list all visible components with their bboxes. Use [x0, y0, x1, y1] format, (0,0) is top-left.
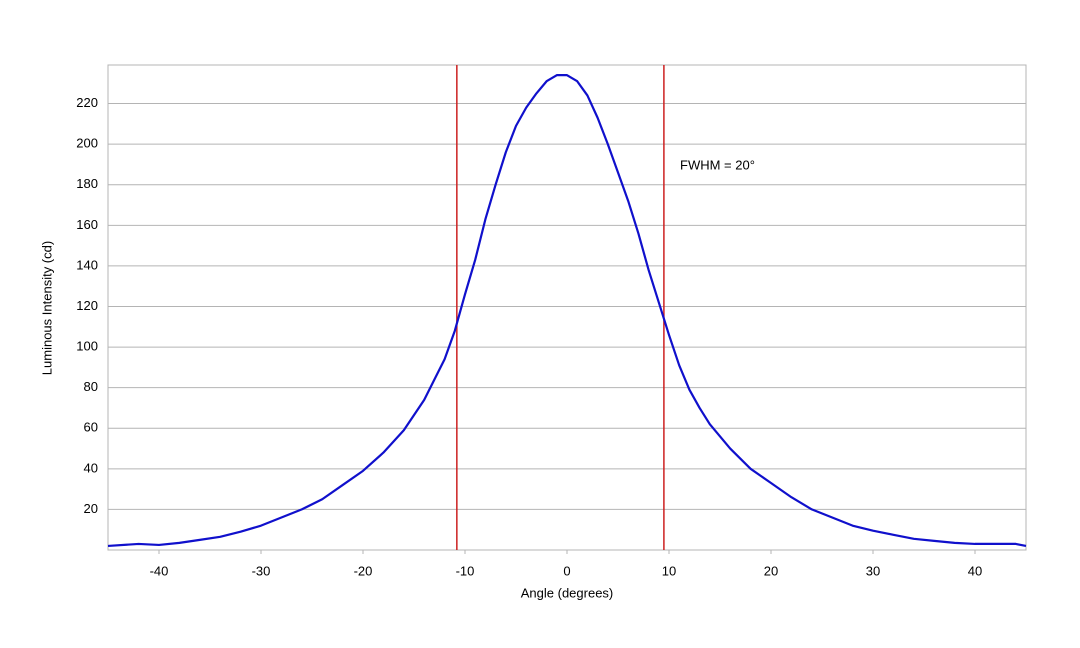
annotation: FWHM = 20° — [680, 157, 755, 172]
x-tick-label: -20 — [354, 563, 373, 578]
x-tick-label: -10 — [456, 563, 475, 578]
x-tick-label: 40 — [968, 563, 982, 578]
data-line — [107, 74, 1027, 548]
x-tick-label: -40 — [150, 563, 169, 578]
x-tick-label: 0 — [563, 563, 570, 578]
y-tick-label: 60 — [84, 420, 98, 435]
y-tick-label: 20 — [84, 501, 98, 516]
y-tick-label: 140 — [76, 257, 98, 272]
y-tick-label: 80 — [84, 379, 98, 394]
x-tick-label: 20 — [764, 563, 778, 578]
y-axis-label: Luminous Intensity (cd) — [39, 241, 54, 375]
x-axis-label: Angle (degrees) — [521, 585, 614, 600]
y-tick-label: 180 — [76, 176, 98, 191]
y-tick-label: 40 — [84, 460, 98, 475]
x-tick-label: -30 — [252, 563, 271, 578]
y-tick-label: 220 — [76, 95, 98, 110]
plot-border — [107, 64, 1027, 551]
y-tick-label: 120 — [76, 298, 98, 313]
x-tick-label: 10 — [662, 563, 676, 578]
x-tick-label: 30 — [866, 563, 880, 578]
y-tick-label: 200 — [76, 136, 98, 151]
y-tick-label: 160 — [76, 217, 98, 232]
y-tick-label: 100 — [76, 339, 98, 354]
